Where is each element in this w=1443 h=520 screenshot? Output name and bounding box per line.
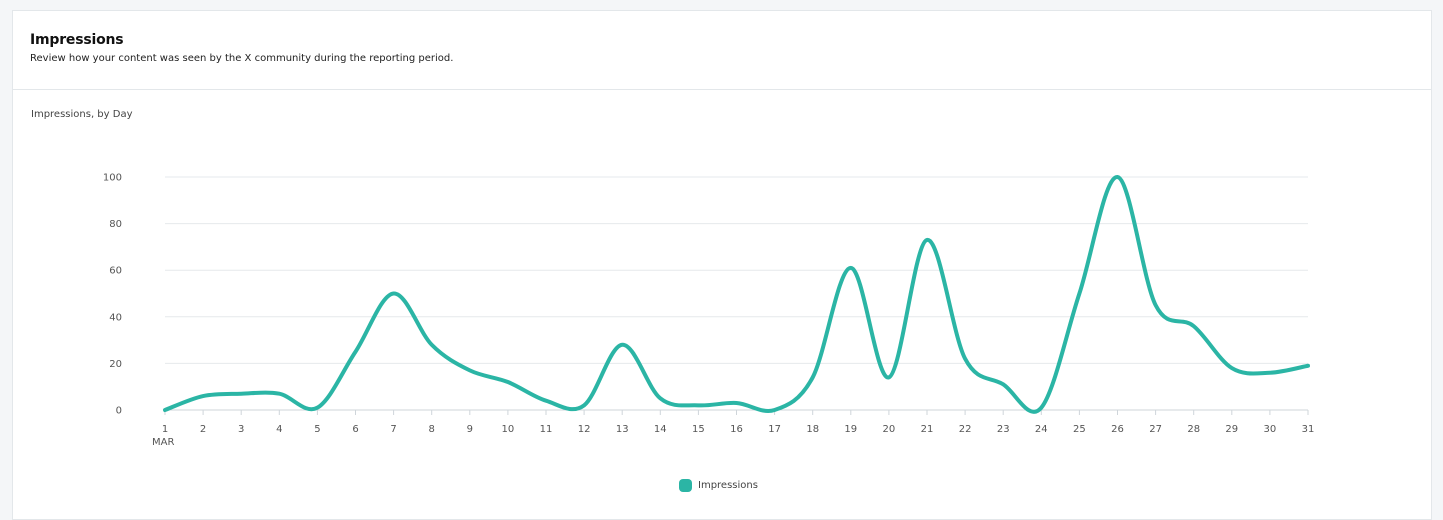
impressions-data-point	[694, 401, 702, 409]
x-tick-label: 16	[730, 424, 743, 435]
impressions-data-point	[237, 390, 245, 398]
x-tick-label: 11	[540, 424, 553, 435]
x-tick-label: 20	[883, 424, 896, 435]
impressions-data-point	[771, 406, 779, 414]
impressions-data-point	[999, 380, 1007, 388]
x-tick-label: 18	[806, 424, 819, 435]
impressions-data-point	[656, 394, 664, 402]
x-tick-label: 28	[1187, 424, 1200, 435]
y-tick-label: 0	[116, 406, 122, 417]
impressions-data-point	[1228, 364, 1236, 372]
chart-legend[interactable]: Impressions	[679, 479, 758, 492]
x-tick-label: 19	[844, 424, 857, 435]
card-subtitle: Review how your content was seen by the …	[30, 53, 454, 64]
x-tick-label: 12	[578, 424, 591, 435]
x-tick-label: 27	[1149, 424, 1162, 435]
y-tick-label: 100	[103, 173, 122, 184]
impressions-data-point	[580, 401, 588, 409]
impressions-data-point	[504, 378, 512, 386]
impressions-card: Impressions Review how your content was …	[12, 10, 1432, 520]
x-tick-label: 13	[616, 424, 629, 435]
impressions-data-point	[847, 264, 855, 272]
x-tick-label: 2	[200, 424, 206, 435]
x-tick-label: 5	[314, 424, 320, 435]
impressions-data-point	[161, 406, 169, 414]
impressions-data-point	[885, 373, 893, 381]
impressions-data-point	[618, 341, 626, 349]
impressions-data-point	[199, 392, 207, 400]
impressions-data-point	[809, 373, 817, 381]
impressions-data-point	[390, 290, 398, 298]
x-tick-label: 29	[1225, 424, 1238, 435]
impressions-data-point	[961, 355, 969, 363]
impressions-data-point	[1152, 301, 1160, 309]
impressions-data-point	[428, 341, 436, 349]
x-tick-label: 31	[1302, 424, 1315, 435]
x-tick-label: 9	[467, 424, 473, 435]
x-tick-label: 21	[921, 424, 934, 435]
y-tick-label: 80	[109, 219, 122, 230]
impressions-data-point	[313, 404, 321, 412]
x-tick-label: 15	[692, 424, 705, 435]
legend-label-impressions: Impressions	[698, 480, 758, 491]
legend-swatch-icon	[679, 479, 692, 492]
impressions-data-point	[352, 348, 360, 356]
impressions-data-point	[1190, 322, 1198, 330]
impressions-data-point	[1114, 173, 1122, 181]
x-tick-label: 10	[502, 424, 515, 435]
x-tick-label: 23	[997, 424, 1010, 435]
impressions-data-point	[1266, 369, 1274, 377]
x-tick-label: 3	[238, 424, 244, 435]
y-tick-label: 20	[109, 359, 122, 370]
card-title: Impressions	[30, 32, 124, 48]
x-tick-label: 22	[959, 424, 972, 435]
x-tick-label: 1	[162, 424, 168, 435]
x-tick-label: 8	[429, 424, 435, 435]
impressions-data-point	[1304, 362, 1312, 370]
card-header: Impressions Review how your content was …	[13, 11, 1431, 90]
x-tick-label: 24	[1035, 424, 1048, 435]
y-tick-label: 60	[109, 266, 122, 277]
impressions-data-point	[542, 397, 550, 405]
x-tick-label: 14	[654, 424, 667, 435]
x-tick-sublabel: MAR	[152, 437, 174, 448]
y-tick-label: 40	[109, 312, 122, 323]
impressions-data-point	[466, 366, 474, 374]
chart-title: Impressions, by Day	[31, 109, 133, 120]
impressions-series-line	[163, 175, 1310, 414]
x-tick-label: 4	[276, 424, 282, 435]
x-tick-label: 30	[1264, 424, 1277, 435]
impressions-data-point	[923, 236, 931, 244]
x-tick-label: 6	[352, 424, 358, 435]
x-tick-label: 7	[390, 424, 396, 435]
x-tick-label: 25	[1073, 424, 1086, 435]
x-tick-label: 17	[768, 424, 781, 435]
impressions-data-point	[733, 399, 741, 407]
impressions-data-point	[1037, 404, 1045, 412]
x-tick-label: 26	[1111, 424, 1124, 435]
impressions-data-point	[1075, 290, 1083, 298]
impressions-data-point	[275, 390, 283, 398]
